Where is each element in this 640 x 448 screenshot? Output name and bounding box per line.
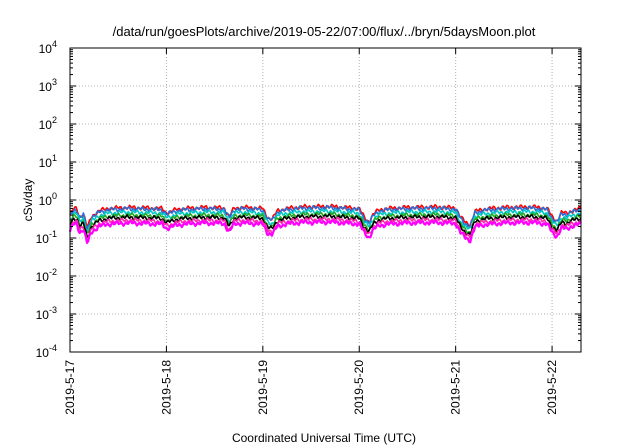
grid — [70, 47, 581, 353]
x-tick-label: 2019-5-19 — [256, 360, 270, 415]
y-tick-label: 104 — [39, 39, 57, 56]
y-tick-label: 10-2 — [36, 267, 57, 284]
series-line-7 — [68, 218, 582, 244]
series-line-5 — [69, 213, 582, 239]
x-tick-label: 2019-5-22 — [545, 360, 559, 415]
y-axis-label: cSv/day — [21, 179, 35, 222]
x-tick-label: 2019-5-21 — [449, 360, 463, 415]
series-line-3 — [70, 208, 582, 233]
y-tick-label: 100 — [39, 191, 57, 208]
y-tick-label: 10-4 — [36, 343, 57, 360]
y-axis: 10-4 10-3 10-2 10-1 100 101 102 103 104 — [36, 39, 581, 360]
series-line-4 — [69, 211, 582, 234]
chart-title: /data/run/goesPlots/archive/2019-05-22/0… — [113, 24, 536, 39]
series-line-6 — [69, 216, 582, 242]
x-tick-label: 2019-5-18 — [159, 360, 173, 415]
y-tick-label: 101 — [39, 153, 57, 170]
x-axis: 2019-5-17 2019-5-18 2019-5-19 2019-5-20 2019… — [63, 48, 559, 415]
y-tick-label: 10-3 — [36, 305, 57, 322]
x-tick-label: 2019-5-20 — [352, 360, 366, 415]
series-group — [68, 203, 582, 244]
x-axis-label: Coordinated Universal Time (UTC) — [232, 431, 416, 445]
y-tick-label: 10-1 — [36, 229, 57, 246]
x-tick-label: 2019-5-17 — [63, 360, 77, 415]
y-tick-label: 103 — [39, 77, 57, 94]
y-tick-label: 102 — [39, 115, 57, 132]
